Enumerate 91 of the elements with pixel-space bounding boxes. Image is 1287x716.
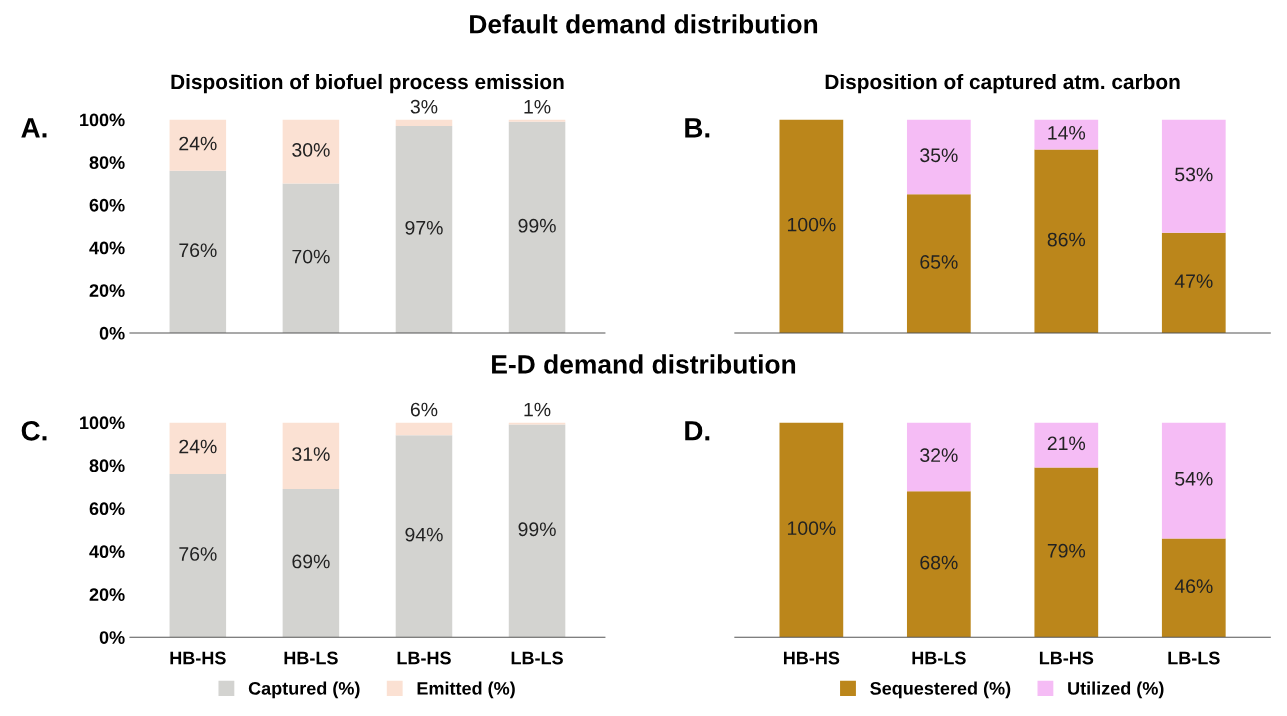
bar (1034, 422, 1099, 468)
x-tick-label: LB-HS (1039, 651, 1094, 665)
data-label: 53% (1175, 167, 1213, 182)
y-tick-label: 100% (80, 113, 125, 127)
legend-label: Sequestered (%) (870, 681, 1011, 699)
bar (169, 119, 227, 171)
y-tick-label: 60% (89, 198, 125, 212)
data-label: 54% (1175, 471, 1213, 486)
y-tick-label: 40% (89, 545, 125, 559)
y-tick-label: 80% (89, 156, 125, 169)
data-label: 46% (1174, 579, 1213, 594)
bar (508, 121, 566, 333)
chart-title: Disposition of biofuel process emission (171, 73, 564, 94)
bar (906, 491, 971, 638)
data-label: 30% (292, 143, 330, 157)
bar (1161, 538, 1226, 638)
bar (169, 422, 227, 474)
bar (508, 424, 566, 638)
text: C. (21, 420, 47, 441)
bar (779, 119, 844, 333)
bar (395, 435, 453, 638)
x-tick-label: HB-LS (912, 651, 966, 665)
x-tick-label: HB-HS (170, 651, 226, 665)
bar (1034, 149, 1099, 333)
data-label: 31% (292, 447, 330, 461)
bar (395, 119, 453, 126)
text: D. (685, 421, 710, 441)
bar (282, 422, 340, 490)
bar (282, 183, 340, 333)
data-label: 100% (787, 217, 836, 232)
y-tick-label: 60% (89, 502, 125, 516)
legend-label: Emitted (%) (417, 681, 515, 699)
bar (1161, 232, 1226, 333)
bar (906, 422, 971, 492)
data-label: 32% (920, 448, 958, 463)
y-tick-label: 20% (89, 284, 125, 297)
legend-label: Captured (%) (248, 681, 360, 699)
data-label: 14% (1048, 126, 1086, 140)
x-tick-label: LB-LS (1168, 651, 1220, 665)
data-label: 1% (524, 99, 551, 114)
data-label: 76% (179, 547, 217, 561)
data-label: 100% (787, 521, 836, 536)
bar (282, 489, 340, 638)
x-tick-label: LB-HS (397, 651, 451, 665)
bar (1161, 119, 1226, 233)
data-label: 76% (179, 243, 217, 258)
y-tick-label: 80% (89, 459, 125, 473)
y-tick-label: 100% (80, 416, 125, 430)
bar (508, 119, 566, 122)
data-label: 94% (405, 527, 443, 542)
data-label: 69% (292, 554, 330, 569)
data-label: 99% (518, 218, 556, 233)
chart-title: Disposition of captured atm. carbon (825, 73, 1180, 94)
data-label: 24% (179, 439, 217, 454)
data-label: 97% (405, 220, 443, 235)
bar (779, 422, 844, 638)
bar (508, 422, 566, 425)
bar (395, 125, 453, 333)
legend-label: Utilized (%) (1068, 681, 1164, 699)
text: A. (21, 118, 47, 138)
data-label: 86% (1047, 232, 1086, 247)
text: B. (685, 118, 710, 138)
data-label: 3% (410, 99, 438, 114)
data-label: 68% (920, 555, 958, 570)
data-label: 99% (518, 522, 556, 537)
y-tick-label: 20% (89, 588, 125, 601)
data-label: 65% (920, 255, 958, 269)
data-label: 21% (1047, 436, 1086, 451)
x-tick-label: LB-LS (511, 651, 563, 665)
bar (906, 194, 971, 333)
text: Default demand distribution (470, 14, 818, 34)
bar (1161, 422, 1226, 539)
y-tick-label: 40% (89, 241, 125, 255)
data-label: 70% (292, 249, 330, 264)
x-tick-label: HB-HS (783, 651, 840, 665)
bar (1034, 467, 1099, 638)
y-tick-label: 0% (99, 631, 125, 644)
bar (282, 119, 340, 184)
x-tick-label: HB-LS (284, 651, 338, 665)
data-label: 47% (1174, 274, 1213, 288)
y-tick-label: 0% (99, 326, 125, 340)
data-label: 6% (410, 402, 438, 417)
bar (169, 170, 227, 333)
data-label: 79% (1047, 543, 1086, 558)
bar (169, 473, 227, 638)
bar (906, 119, 971, 195)
data-label: 35% (920, 148, 958, 163)
data-label: 24% (179, 136, 217, 151)
text: E-D demand distribution (492, 354, 796, 374)
data-label: 1% (524, 402, 551, 417)
bar (395, 422, 453, 436)
